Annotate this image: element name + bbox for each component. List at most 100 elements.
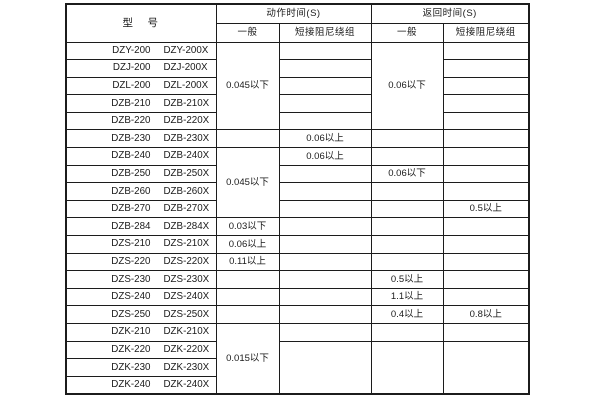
model-name-x: DZL-200X	[163, 80, 209, 92]
empty-cell	[442, 182, 530, 201]
model-name-x: DZY-200X	[163, 44, 209, 56]
value-cell-return-general: 0.5以上	[370, 270, 444, 289]
value-cell-return-general: 0.4以上	[370, 305, 444, 324]
model-name: DZS-220	[111, 256, 151, 268]
empty-cell	[278, 270, 372, 289]
model-cell: DZS-240 DZS-240X	[65, 287, 217, 307]
empty-cell	[442, 76, 530, 96]
model-name-x: DZK-240X	[163, 378, 210, 390]
header-return-time: 返回时间(S)	[370, 3, 530, 24]
empty-cell	[278, 164, 372, 184]
model-cell: DZB-284 DZB-284X	[65, 217, 217, 237]
empty-cell	[442, 94, 530, 113]
model-cell: DZJ-200 DZJ-200X	[65, 59, 217, 78]
model-name: DZS-250	[111, 308, 151, 320]
model-cell: DZK-220 DZK-220X	[65, 340, 217, 360]
empty-cell	[442, 235, 530, 254]
model-name-x: DZB-220X	[163, 115, 210, 127]
empty-cell	[278, 199, 372, 219]
empty-cell	[278, 252, 372, 272]
model-name-x: DZK-210X	[163, 326, 210, 338]
empty-cell	[370, 147, 444, 166]
model-name: DZS-240	[111, 291, 151, 303]
empty-cell	[442, 287, 530, 307]
model-name-x: DZS-230X	[163, 273, 210, 285]
empty-cell	[442, 147, 530, 166]
model-name: DZB-220	[111, 115, 151, 127]
model-name-x: DZB-270X	[163, 203, 210, 215]
empty-cell	[442, 41, 530, 61]
model-name: DZB-284	[111, 220, 151, 232]
empty-cell	[370, 199, 444, 219]
empty-cell	[278, 217, 372, 237]
model-name: DZK-220	[111, 343, 151, 355]
empty-cell	[370, 235, 444, 254]
model-cell: DZY-200 DZY-200X	[65, 41, 217, 61]
header-model: 型 号	[65, 3, 217, 43]
empty-cell	[278, 111, 372, 131]
model-cell: DZB-260 DZB-260X	[65, 182, 217, 201]
empty-cell	[278, 235, 372, 254]
model-name-x: DZB-210X	[163, 97, 210, 109]
model-cell: DZK-210 DZK-210X	[65, 323, 217, 342]
empty-cell	[442, 340, 530, 395]
model-name-x: DZB-250X	[163, 168, 210, 180]
header-return-general: 一般	[370, 22, 444, 43]
empty-cell	[442, 217, 530, 237]
empty-cell	[215, 129, 280, 149]
empty-cell	[442, 323, 530, 342]
model-cell: DZB-210 DZB-210X	[65, 94, 217, 113]
empty-cell	[442, 59, 530, 78]
header-return-damping: 短接阻尼绕组	[442, 22, 530, 43]
empty-cell	[215, 270, 280, 289]
model-name-x: DZB-240X	[163, 150, 210, 162]
empty-cell	[370, 252, 444, 272]
model-name: DZS-230	[111, 273, 151, 285]
value-cell-action-general: 0.11以上	[215, 252, 280, 272]
model-name-x: DZK-230X	[163, 361, 210, 373]
model-name-x: DZS-250X	[163, 308, 210, 320]
model-name-x: DZJ-200X	[163, 62, 208, 74]
model-name-x: DZB-260X	[163, 185, 210, 197]
empty-cell	[370, 323, 444, 342]
empty-cell	[442, 164, 530, 184]
model-name: DZB-260	[111, 185, 151, 197]
empty-cell	[442, 111, 530, 131]
model-cell: DZB-250 DZB-250X	[65, 164, 217, 184]
model-cell: DZK-240 DZK-240X	[65, 375, 217, 395]
model-name-x: DZS-210X	[163, 238, 210, 250]
value-cell-action-general: 0.03以下	[215, 217, 280, 237]
model-cell: DZL-200 DZL-200X	[65, 76, 217, 96]
empty-cell	[278, 76, 372, 96]
empty-cell	[278, 323, 372, 342]
empty-cell	[370, 340, 444, 395]
header-action-general: 一般	[215, 22, 280, 43]
value-cell-action-general: 0.045以下	[215, 41, 280, 131]
value-cell-return-damping: 0.5以上	[442, 199, 530, 219]
model-name-x: DZB-284X	[163, 220, 210, 232]
value-cell-return-general: 0.06以下	[370, 164, 444, 184]
value-cell-action-general: 0.045以下	[215, 147, 280, 219]
model-name: DZK-240	[111, 378, 151, 390]
model-cell: DZS-230 DZS-230X	[65, 270, 217, 289]
model-cell: DZB-230 DZB-230X	[65, 129, 217, 149]
relay-timing-spec-table: 型 号 动作时间(S) 返回时间(S) 一般 短接阻尼绕组 一般 短接阻尼绕组 …	[65, 3, 530, 395]
header-action-damping: 短接阻尼绕组	[278, 22, 372, 43]
model-name: DZY-200	[112, 44, 151, 56]
model-name-x: DZS-240X	[163, 291, 210, 303]
model-cell: DZS-220 DZS-220X	[65, 252, 217, 272]
empty-cell	[370, 182, 444, 201]
value-cell-action-damping: 0.06以上	[278, 147, 372, 166]
empty-cell	[442, 129, 530, 149]
empty-cell	[278, 41, 372, 61]
model-name: DZK-230	[111, 361, 151, 373]
model-name-x: DZS-220X	[163, 256, 210, 268]
empty-cell	[278, 287, 372, 307]
value-cell-return-general: 1.1以上	[370, 287, 444, 307]
model-cell: DZS-210 DZS-210X	[65, 235, 217, 254]
value-cell-action-general: 0.06以上	[215, 235, 280, 254]
model-name: DZB-230	[111, 132, 151, 144]
value-cell-return-general: 0.06以下	[370, 41, 444, 131]
empty-cell	[370, 129, 444, 149]
empty-cell	[278, 182, 372, 201]
